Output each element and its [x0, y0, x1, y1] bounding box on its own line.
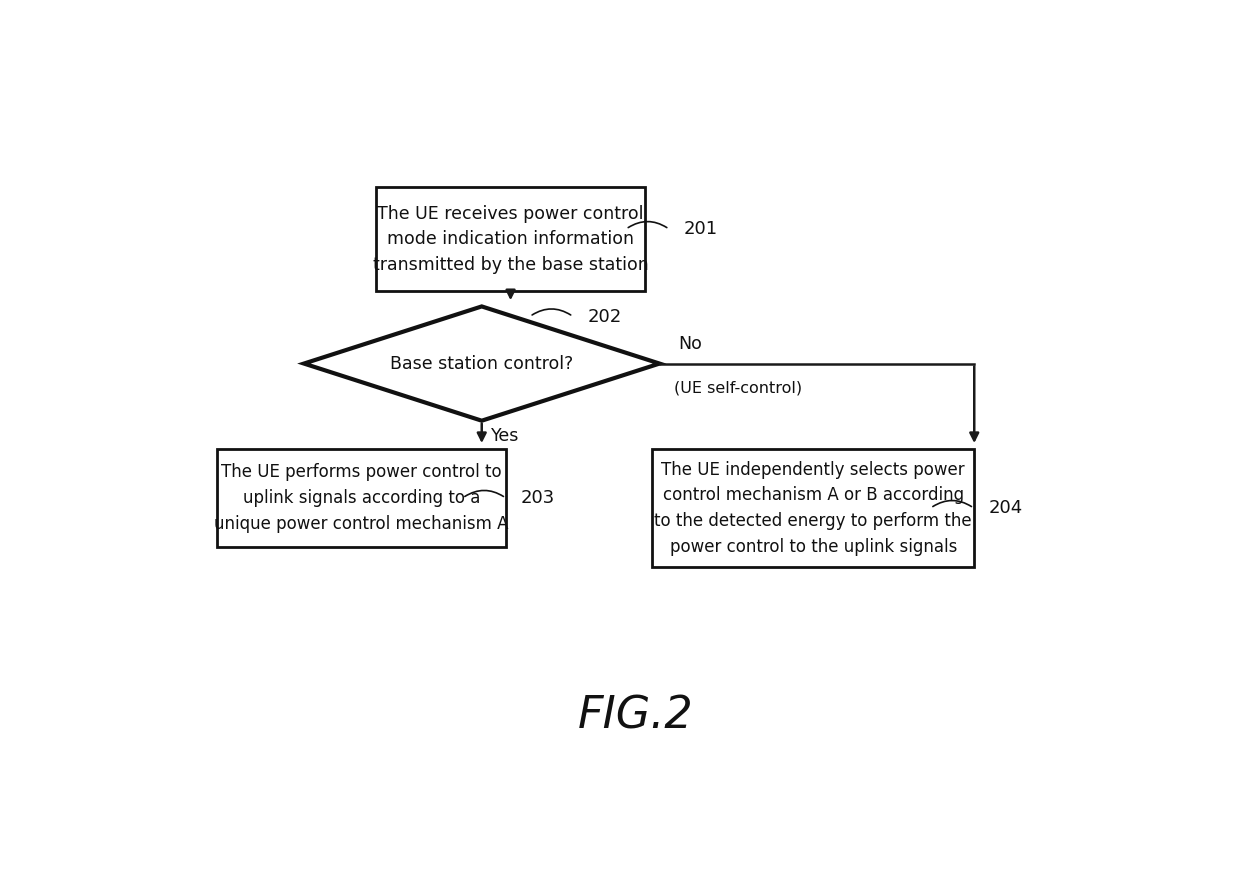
Text: 201: 201 — [683, 220, 718, 238]
Text: Yes: Yes — [491, 428, 520, 445]
Text: The UE performs power control to
uplink signals according to a
unique power cont: The UE performs power control to uplink … — [215, 464, 508, 533]
Text: 204: 204 — [988, 499, 1023, 517]
Text: The UE receives power control
mode indication information
transmitted by the bas: The UE receives power control mode indic… — [373, 204, 649, 274]
Text: Base station control?: Base station control? — [391, 354, 573, 373]
Text: The UE independently selects power
control mechanism A or B according
to the det: The UE independently selects power contr… — [655, 461, 972, 555]
FancyBboxPatch shape — [217, 450, 506, 546]
Text: (UE self-control): (UE self-control) — [675, 381, 802, 395]
Polygon shape — [304, 306, 660, 421]
Text: No: No — [678, 335, 703, 354]
Text: 202: 202 — [588, 307, 621, 326]
Text: FIG.2: FIG.2 — [578, 695, 693, 738]
Text: 203: 203 — [521, 489, 554, 507]
FancyBboxPatch shape — [652, 450, 975, 567]
FancyBboxPatch shape — [376, 187, 645, 292]
